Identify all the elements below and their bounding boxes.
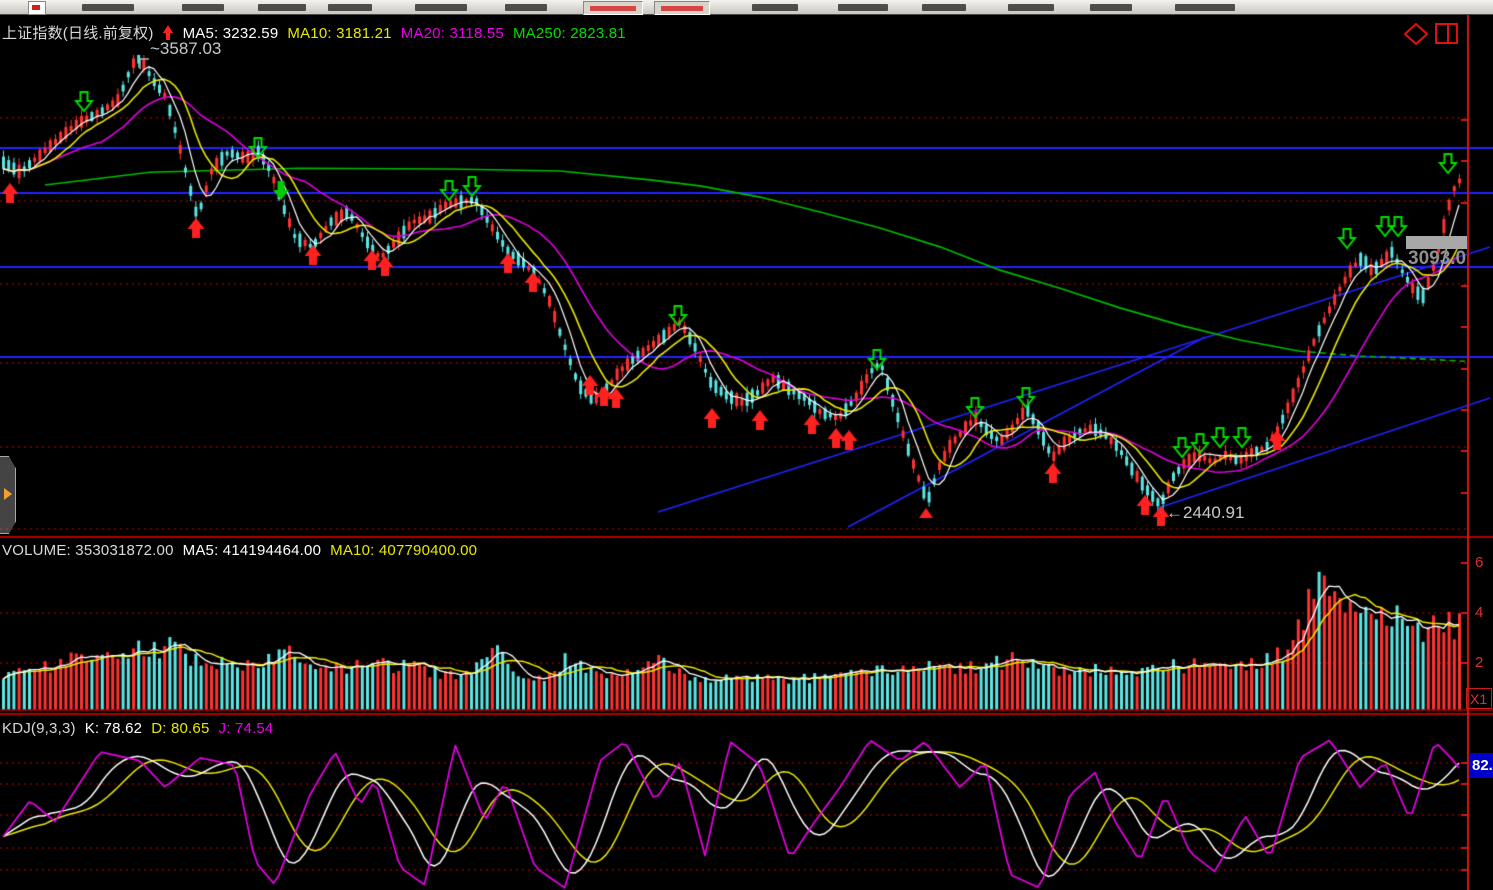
menu-button-red[interactable] (654, 1, 710, 15)
menu-item[interactable] (1175, 4, 1235, 11)
peak-price-annotation: ~3587.03 (150, 39, 222, 58)
volume-header: VOLUME: 353031872.00 MA5: 414194464.00 MA1… (2, 542, 486, 559)
menu-item[interactable] (415, 4, 467, 11)
menu-item[interactable] (838, 4, 888, 11)
diamond-tool-icon[interactable] (1404, 23, 1428, 45)
price-line-tag-value: 3093.0 (1408, 248, 1467, 269)
menu-item[interactable] (1008, 4, 1054, 11)
ma20-value: MA20: 3118.55 (400, 25, 504, 42)
panel-expand-handle[interactable] (0, 456, 16, 534)
ma10-value: MA10: 3181.21 (287, 25, 392, 42)
menu-item[interactable] (922, 4, 966, 11)
main-chart-header: 上证指数(日线.前复权) MA5: 3232.59 MA10: 3181.21 MA2… (2, 22, 635, 43)
price-line-tag-handle[interactable] (1406, 236, 1467, 249)
kdj-d-value: D: 80.65 (151, 720, 210, 737)
trough-price-annotation: ←2440.91 (1166, 503, 1245, 522)
up-arrow-icon (162, 25, 174, 40)
kdj-label: KDJ(9,3,3) (2, 720, 76, 737)
menu-item[interactable] (82, 4, 134, 11)
vol-axis-label-6: 6 (1475, 554, 1484, 571)
kdj-j-value: J: 74.54 (218, 720, 274, 737)
menu-item[interactable] (1090, 4, 1132, 11)
vol-ma10-value: MA10: 407790400.00 (330, 542, 478, 559)
kdj-value-badge: 82. (1470, 753, 1493, 778)
menu-item[interactable] (328, 4, 372, 11)
volume-multiplier-button[interactable]: X1 (1466, 688, 1492, 709)
vol-axis-label-4: 4 (1475, 604, 1484, 621)
menu-bar[interactable] (0, 0, 1493, 15)
menu-item[interactable] (258, 4, 306, 11)
menu-item[interactable] (752, 4, 798, 11)
kdj-k-value: K: 78.62 (84, 720, 143, 737)
menu-item[interactable] (182, 4, 224, 11)
kdj-header: KDJ(9,3,3) K: 78.62 D: 80.65 J: 74.54 (2, 720, 282, 737)
ma250-value: MA250: 2823.81 (512, 25, 626, 42)
menu-item[interactable] (505, 4, 547, 11)
vol-ma5-value: MA5: 414194464.00 (182, 542, 322, 559)
ma5-value: MA5: 3232.59 (182, 25, 279, 42)
expand-arrow-icon (4, 488, 12, 500)
app-icon (28, 1, 46, 15)
window-switch-icon[interactable] (1434, 22, 1461, 46)
vol-axis-label-2: 2 (1475, 654, 1484, 671)
menu-button-red[interactable] (583, 1, 643, 15)
volume-value: VOLUME: 353031872.00 (2, 542, 174, 559)
symbol-title: 上证指数(日线.前复权) (2, 25, 154, 42)
